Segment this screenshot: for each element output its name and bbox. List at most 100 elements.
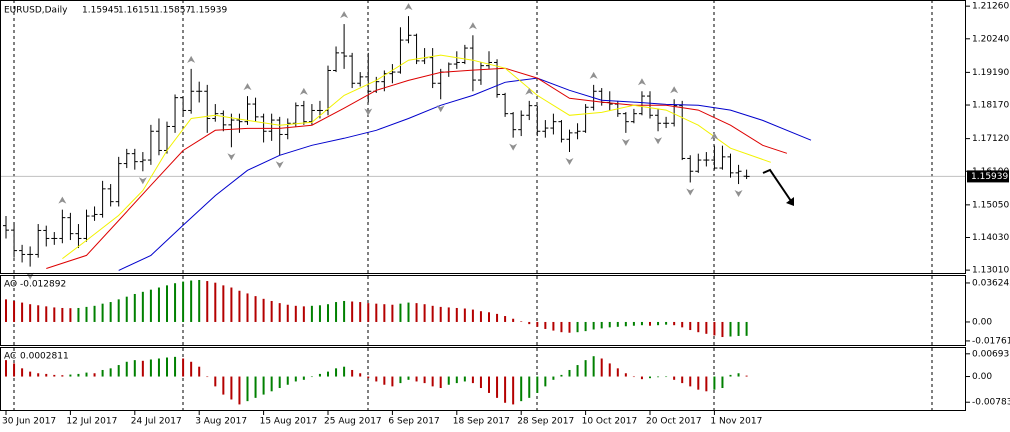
histogram-bar xyxy=(141,360,144,377)
histogram-bar xyxy=(721,321,724,338)
histogram-bar xyxy=(383,376,386,385)
histogram-bar xyxy=(206,376,209,378)
ao-value: -0.012892 xyxy=(20,280,66,290)
histogram-bar xyxy=(93,373,96,377)
fractal-up xyxy=(468,22,477,30)
histogram-bar xyxy=(351,301,354,322)
histogram-bar xyxy=(520,376,523,402)
histogram-bar xyxy=(53,307,56,322)
histogram-bar xyxy=(431,376,434,387)
histogram-bar xyxy=(479,311,482,322)
histogram-bar xyxy=(657,321,660,326)
histogram-bar xyxy=(335,302,338,322)
histogram-bar xyxy=(246,293,249,322)
histogram-bar xyxy=(125,296,128,322)
histogram-bar xyxy=(214,282,217,322)
y-tick-label: 1.13010 xyxy=(972,266,1009,276)
histogram-bar xyxy=(109,368,112,377)
histogram-bar xyxy=(286,304,289,322)
histogram-bar xyxy=(254,376,257,398)
histogram-bar xyxy=(29,371,32,377)
y-tick-label: -0.007831 xyxy=(972,398,1010,408)
histogram-bar xyxy=(673,376,676,380)
fractal-down xyxy=(275,161,284,169)
fractal-up xyxy=(58,196,67,204)
y-tick-label: 1.14030 xyxy=(972,233,1009,243)
histogram-bar xyxy=(600,321,603,329)
histogram-bar xyxy=(689,321,692,331)
header-open: 1.15945 xyxy=(82,6,119,16)
histogram-bar xyxy=(463,308,466,322)
histogram-bar xyxy=(238,290,241,322)
histogram-bar xyxy=(632,376,635,378)
fractal-down xyxy=(227,153,236,161)
y-tick-label: 1.20240 xyxy=(972,34,1009,44)
fractal-up xyxy=(299,87,308,95)
histogram-bar xyxy=(681,376,684,384)
fractal-up xyxy=(525,87,534,95)
histogram-bar xyxy=(560,374,563,377)
histogram-bar xyxy=(657,376,660,378)
histogram-bar xyxy=(294,305,297,322)
header-high: 1.16151 xyxy=(118,6,155,16)
histogram-bar xyxy=(133,293,136,322)
histogram-bar xyxy=(721,376,724,389)
histogram-bar xyxy=(327,371,329,377)
histogram-bar xyxy=(705,321,708,334)
histogram-bar xyxy=(689,376,692,387)
fractal-up xyxy=(670,86,679,94)
histogram-bar xyxy=(359,302,362,322)
moving-average xyxy=(118,77,812,271)
histogram-bar xyxy=(318,305,321,322)
histogram-bar xyxy=(45,306,48,322)
histogram-bar xyxy=(109,302,112,322)
x-tick-label: 12 Jul 2017 xyxy=(66,417,117,427)
histogram-bar xyxy=(681,321,684,328)
x-tick-label: 6 Sep 2017 xyxy=(388,417,439,427)
histogram-bar xyxy=(407,376,410,380)
histogram-bar xyxy=(512,318,515,322)
histogram-bar xyxy=(608,321,611,328)
histogram-bar xyxy=(600,358,603,377)
y-tick-label: 1.15050 xyxy=(972,200,1009,210)
histogram-bar xyxy=(423,376,426,384)
histogram-bar xyxy=(149,289,152,322)
histogram-bar xyxy=(512,376,515,405)
x-tick-label: 3 Aug 2017 xyxy=(195,417,247,427)
histogram-bar xyxy=(608,363,611,377)
fractal-up xyxy=(187,55,196,63)
histogram-bar xyxy=(302,376,305,380)
frames xyxy=(0,0,966,411)
histogram-bar xyxy=(584,360,587,377)
histogram-bar xyxy=(157,358,160,377)
ao-panel-frame xyxy=(0,275,966,346)
histogram-bar xyxy=(697,321,700,333)
histogram-bar xyxy=(367,303,370,322)
y-tick-label: 1.17120 xyxy=(972,134,1009,144)
histogram-bar xyxy=(230,287,233,322)
histogram-bar xyxy=(117,299,120,322)
histogram-bar xyxy=(327,304,329,322)
ac-name: AC xyxy=(4,352,16,362)
histogram-bar xyxy=(407,302,410,322)
histogram-bar xyxy=(737,321,740,336)
x-tick-label: 20 Oct 2017 xyxy=(646,417,702,427)
histogram-bar xyxy=(383,304,386,322)
histogram-bar xyxy=(45,373,48,377)
histogram-bar xyxy=(262,376,265,395)
histogram-bar xyxy=(5,360,7,377)
histogram-bar xyxy=(13,363,16,377)
x-tick-label: 30 Jun 2017 xyxy=(2,417,56,427)
histogram-bar xyxy=(624,373,627,377)
histogram-bar xyxy=(431,305,434,322)
histogram-bar xyxy=(5,299,7,322)
histogram-bar xyxy=(166,357,168,377)
histogram-bar xyxy=(29,304,32,322)
histogram-bar xyxy=(198,279,201,322)
histogram-bar xyxy=(729,321,732,337)
ao-name: AO xyxy=(4,280,17,290)
header-close: 1.15939 xyxy=(190,6,227,16)
histogram-bar xyxy=(415,303,418,322)
header-low: 1.15857 xyxy=(154,6,191,16)
